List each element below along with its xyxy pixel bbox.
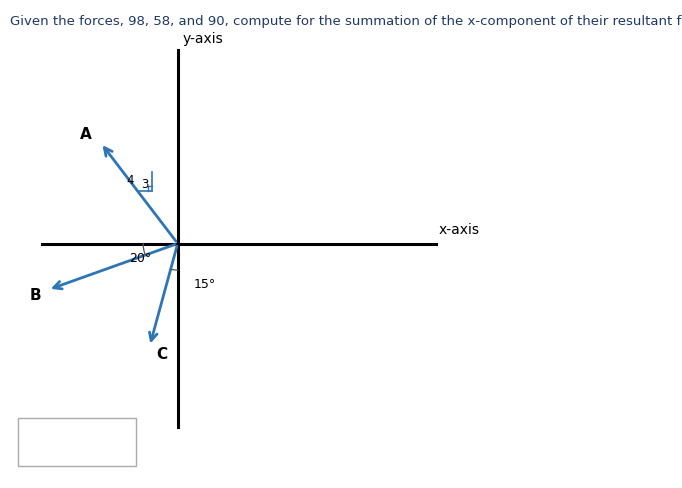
Text: 15°: 15° [194,277,216,290]
Bar [18,418,136,466]
Text: C: C [156,346,168,361]
Text: 3: 3 [141,178,149,191]
Text: Given the forces, 98, 58, and 90, compute for the summation of the x-component o: Given the forces, 98, 58, and 90, comput… [10,15,682,28]
Text: B: B [30,287,42,303]
Text: x-axis: x-axis [439,223,480,237]
Text: 4: 4 [127,173,134,186]
Text: 20°: 20° [130,251,152,264]
Text: y-axis: y-axis [183,32,224,46]
Text: A: A [80,126,92,142]
